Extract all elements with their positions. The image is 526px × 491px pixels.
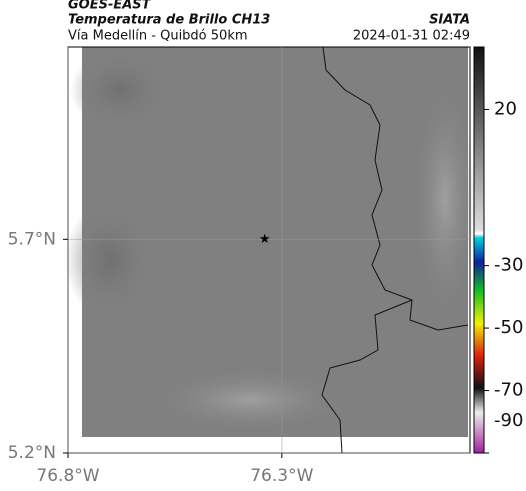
lat-tick-label: 5.7°N (8, 229, 56, 249)
location-marker: ★ (259, 232, 271, 247)
lon-tick-label: 76.3°W (250, 466, 313, 486)
lat-tick-label: 5.2°N (8, 443, 56, 463)
datetime: 2024-01-31 02:49 (353, 29, 470, 44)
colorbar-tick-label: 20 (494, 98, 517, 119)
cloud-shade (65, 200, 155, 320)
colorbar-tick-label: -50 (494, 317, 523, 338)
colorbar-tick-label: -30 (494, 255, 523, 276)
colorbar (473, 46, 485, 454)
map-image (65, 46, 475, 454)
colorbar-tick-label: -70 (494, 380, 523, 401)
lon-tick-label: 76.8°W (36, 466, 99, 486)
boundary (321, 46, 469, 454)
cloud-shade (415, 90, 475, 310)
colorbar-tick-label: -90 (494, 410, 523, 431)
cloud-shade (160, 370, 340, 430)
location: Vía Medellín - Quibdó 50km (68, 29, 248, 44)
cloud-shade (70, 50, 170, 130)
subtitle: Temperatura de Brillo CH13 (68, 13, 270, 28)
source: SIATA (429, 13, 470, 28)
title: GOES-EAST (68, 0, 152, 13)
